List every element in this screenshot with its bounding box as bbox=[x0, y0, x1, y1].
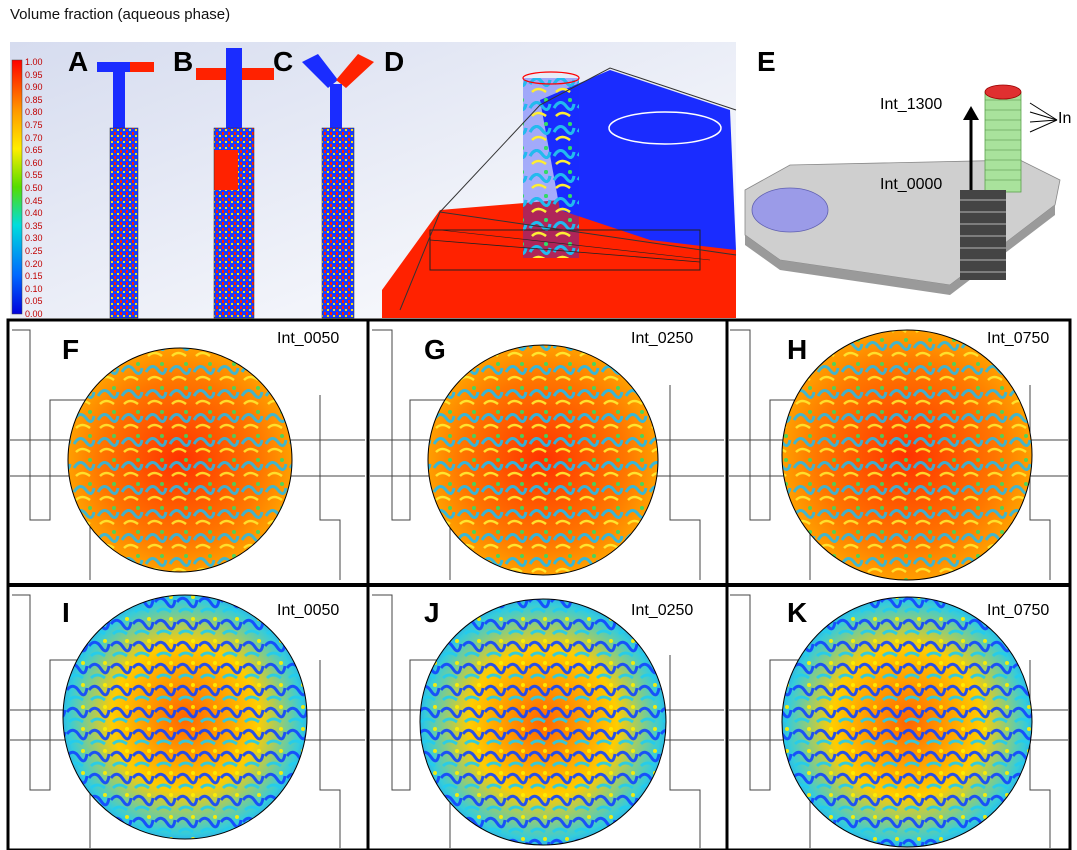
panel-label-g: G bbox=[424, 334, 446, 365]
panel-label-i: I bbox=[62, 597, 70, 628]
panel-label-c: C bbox=[273, 46, 294, 77]
grid-frame bbox=[6, 318, 1072, 850]
legend-tick-label: 0.90 bbox=[25, 82, 43, 93]
panel-label-b: B bbox=[173, 46, 194, 77]
legend-tick-label: 1.00 bbox=[25, 57, 43, 67]
legend-colorbar bbox=[11, 59, 23, 315]
panel-label-d: D bbox=[384, 46, 405, 77]
panel-label-j: J bbox=[424, 597, 440, 628]
disc-k bbox=[781, 596, 1033, 848]
figure-title: Volume fraction (aqueous phase) bbox=[10, 6, 231, 23]
legend-tick-label: 0.75 bbox=[25, 120, 43, 130]
legend-tick-label: 0.95 bbox=[25, 69, 43, 80]
disc-i bbox=[62, 594, 308, 840]
disc-h bbox=[781, 329, 1033, 581]
panel-c-geometry bbox=[302, 54, 374, 319]
panel-label-h: H bbox=[787, 334, 808, 365]
panel-label-a: A bbox=[68, 46, 89, 77]
panel-e-geometry bbox=[744, 84, 1061, 295]
legend-tick-label: 0.60 bbox=[25, 157, 43, 168]
cell-label-f: Int_0050 bbox=[277, 330, 340, 347]
legend-tick-label: 0.05 bbox=[25, 296, 43, 307]
legend-tick-label: 0.70 bbox=[25, 132, 43, 143]
disc-j bbox=[419, 598, 667, 846]
legend-tick-label: 0.30 bbox=[25, 233, 43, 244]
legend-tick-label: 0.10 bbox=[25, 283, 43, 294]
legend-tick-label: 0.00 bbox=[25, 309, 43, 319]
panel-d-geometry bbox=[382, 67, 737, 318]
panel-a-geometry bbox=[97, 62, 154, 319]
legend-tick-label: 0.25 bbox=[25, 246, 43, 256]
cell-label-h: Int_0750 bbox=[987, 330, 1050, 347]
legend-tick-label: 0.45 bbox=[25, 195, 43, 206]
panel-b-geometry bbox=[196, 48, 274, 319]
panel-label-f: F bbox=[62, 334, 80, 365]
legend-tick-label: 0.85 bbox=[25, 94, 43, 105]
legend-tick-label: 0.50 bbox=[25, 183, 43, 193]
cell-label-j: Int_0250 bbox=[631, 602, 694, 619]
disc-f bbox=[67, 347, 293, 573]
legend-tick-label: 0.55 bbox=[25, 170, 43, 181]
cell-label-k: Int_0750 bbox=[987, 602, 1050, 619]
panel-label-e: E bbox=[757, 46, 776, 77]
cell-label-i: Int_0050 bbox=[277, 602, 340, 619]
label-int-0000: Int_0000 bbox=[880, 176, 943, 193]
legend-tick-label: 0.20 bbox=[25, 258, 43, 269]
label-int-1300: Int_1300 bbox=[880, 96, 943, 113]
legend-tick-label: 0.80 bbox=[25, 107, 43, 118]
legend-tick-label: 0.40 bbox=[25, 208, 43, 219]
disc-g bbox=[427, 344, 659, 576]
panel-label-k: K bbox=[787, 597, 808, 628]
label-in-partial: In bbox=[1058, 110, 1072, 127]
legend-tick-label: 0.65 bbox=[25, 145, 43, 156]
legend-tick-label: 0.35 bbox=[25, 220, 43, 231]
cell-label-g: Int_0250 bbox=[631, 330, 694, 347]
legend-tick-label: 0.15 bbox=[25, 271, 43, 282]
